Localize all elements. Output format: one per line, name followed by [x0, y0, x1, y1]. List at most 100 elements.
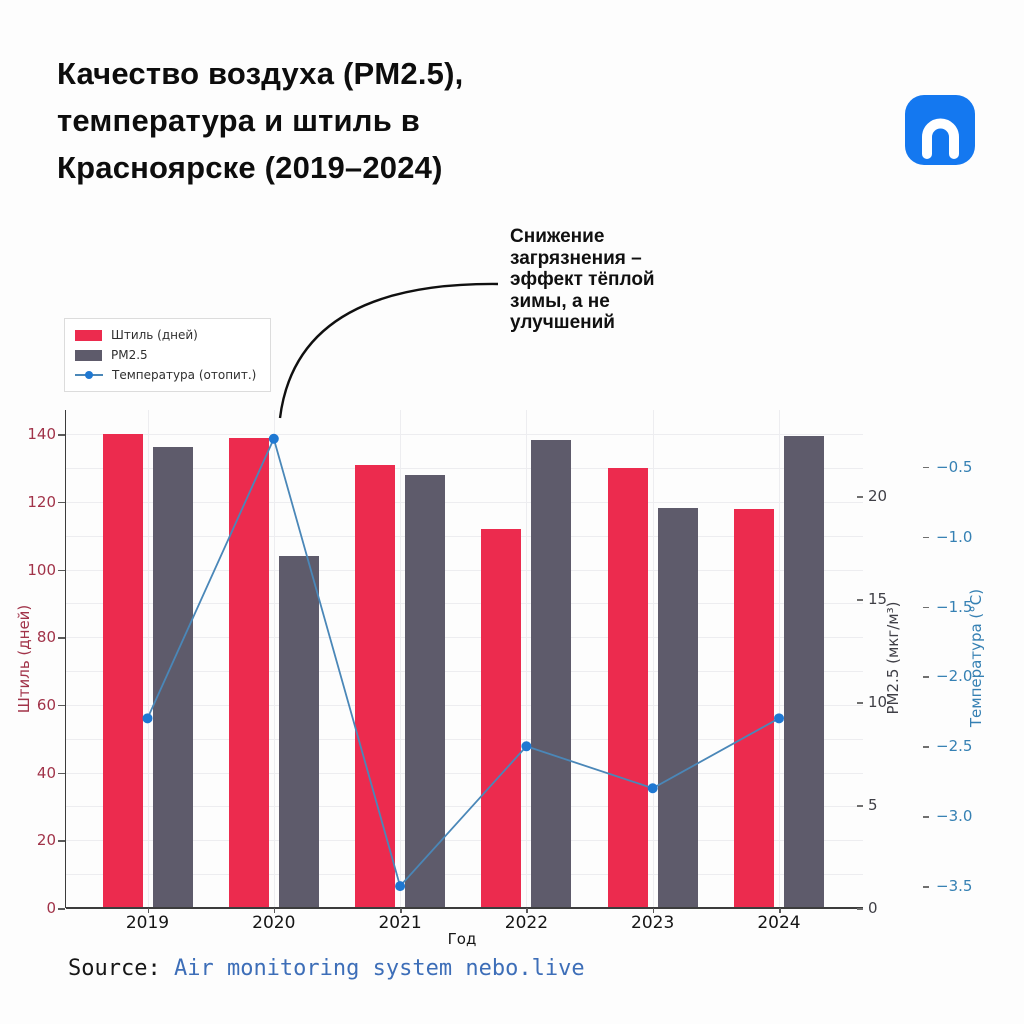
legend-item-calm-days[interactable]: Штиль (дней) — [75, 328, 256, 342]
legend-swatch-calm-icon — [75, 329, 102, 341]
temp-axis-title: Температура (°C) — [967, 588, 985, 728]
annotation-text: Снижение загрязнения – эффект тёплой зимы, … — [510, 226, 655, 334]
annotation-line: зимы, а не — [510, 290, 610, 312]
pm25-axis-tick-label: 5 — [868, 796, 878, 814]
left-axis-tick-label: 80 — [36, 628, 56, 647]
v-gridline — [779, 410, 780, 908]
pm25-axis-tick-label: 15 — [868, 590, 888, 608]
temp-axis-tick-label: −1.5 — [936, 597, 973, 616]
v-gridline — [652, 410, 654, 908]
temp-axis-tick-label: −3.5 — [936, 877, 973, 896]
n-arch-icon — [922, 118, 959, 159]
left-axis-line — [64, 410, 66, 908]
left-axis-tick — [58, 772, 65, 775]
bar-pm25 — [531, 440, 572, 908]
pm25-axis-tick-label: 20 — [868, 487, 888, 505]
x-axis-tick — [526, 908, 528, 913]
bottom-axis-line — [66, 907, 863, 909]
bar-pm25 — [278, 555, 319, 908]
left-axis-tick-label: 120 — [27, 492, 56, 511]
bar-pm25 — [657, 508, 698, 908]
legend-line-marker-icon — [75, 369, 103, 381]
x-axis-tick — [273, 908, 276, 913]
temp-axis-tick — [923, 746, 929, 748]
chart-legend: Штиль (дней) PM2.5 Температура (отопит.) — [64, 318, 272, 392]
v-gridline — [400, 410, 402, 908]
bar-calm-days — [228, 437, 269, 908]
title-line: температура и штиль в — [57, 103, 421, 138]
legend-label-calm: Штиль (дней) — [111, 328, 198, 342]
bar-pm25 — [405, 475, 446, 908]
title-line: Качество воздуха (PM2.5), — [57, 56, 464, 91]
left-axis-title: Штиль (дней) — [15, 604, 33, 714]
legend-label-pm25: PM2.5 — [111, 348, 148, 362]
temp-axis-tick — [923, 676, 929, 678]
x-axis-tick-label: 2021 — [378, 913, 422, 933]
x-axis-tick-label: 2022 — [504, 913, 549, 933]
source-line: Source: Air monitoring system nebo.live — [68, 956, 585, 981]
left-axis-tick — [58, 501, 65, 504]
bar-calm-days — [102, 434, 143, 908]
source-prefix: Source: — [68, 956, 174, 981]
legend-swatch-pm25-icon — [75, 349, 102, 361]
legend-label-temperature: Температура (отопит.) — [112, 368, 257, 382]
left-axis-tick-label: 100 — [27, 560, 56, 579]
left-axis-tick — [58, 908, 65, 910]
x-axis-tick-label: 2020 — [252, 913, 296, 933]
v-gridline — [147, 410, 149, 908]
left-axis-tick-label: 60 — [36, 695, 56, 714]
x-axis-tick-label: 2019 — [125, 913, 170, 933]
x-axis-tick — [147, 908, 149, 913]
left-axis-tick-label: 0 — [46, 899, 56, 917]
pm25-axis-tick-label: 10 — [868, 693, 888, 711]
pm25-axis-tick — [857, 702, 863, 704]
left-axis-tick-label: 140 — [27, 425, 56, 444]
pm25-axis-tick — [857, 908, 863, 910]
bar-calm-days — [734, 508, 774, 908]
temp-axis-tick — [923, 886, 929, 888]
h-gridline — [66, 434, 863, 436]
left-axis-tick — [58, 434, 65, 436]
x-axis-tick — [779, 908, 781, 913]
x-axis-tick-label: 2023 — [631, 913, 675, 933]
annotation-line: улучшений — [510, 312, 615, 333]
temp-axis-tick-label: −1.0 — [936, 527, 973, 546]
bar-calm-days — [481, 529, 522, 908]
annotation-line: Снижение — [510, 226, 605, 247]
annotation-line: эффект тёплой — [510, 269, 655, 290]
x-axis-tick — [652, 908, 655, 913]
pm25-axis-tick — [857, 599, 863, 601]
x-axis-tick — [400, 908, 402, 913]
bar-calm-days — [607, 468, 648, 908]
left-axis-tick — [58, 840, 65, 842]
temp-axis-tick-label: −2.0 — [936, 667, 973, 686]
temp-axis-tick — [923, 536, 929, 539]
v-gridline — [273, 410, 275, 908]
left-axis-tick-label: 40 — [36, 763, 56, 782]
temp-axis-tick — [923, 606, 929, 608]
annotation-line: загрязнения – — [510, 247, 642, 269]
left-axis-tick — [58, 637, 65, 639]
pm25-axis-tick — [857, 805, 863, 807]
pm25-axis-title: PM2.5 (мкг/м³) — [884, 601, 902, 715]
pm25-axis-tick-label: 0 — [868, 899, 878, 917]
bar-calm-days — [355, 464, 396, 908]
left-axis-tick — [58, 704, 65, 707]
bar-pm25 — [784, 436, 824, 908]
left-axis-tick — [58, 569, 65, 572]
legend-item-temperature[interactable]: Температура (отопит.) — [75, 368, 256, 382]
left-axis-tick-label: 20 — [36, 831, 56, 850]
temp-axis-tick — [923, 466, 929, 469]
x-axis-tick-label: 2024 — [757, 913, 801, 933]
x-axis-title: Год — [447, 930, 477, 948]
source-link[interactable]: Air monitoring system nebo.live — [173, 956, 585, 981]
v-gridline — [526, 410, 528, 908]
bar-pm25 — [152, 446, 193, 908]
temp-axis-tick-label: −0.5 — [936, 457, 973, 476]
temp-axis-tick-label: −3.0 — [936, 807, 973, 826]
nebo-logo — [905, 95, 975, 165]
temp-axis-tick — [923, 816, 929, 818]
legend-item-pm25[interactable]: PM2.5 — [75, 348, 256, 362]
temp-axis-tick-label: −2.5 — [936, 737, 973, 756]
